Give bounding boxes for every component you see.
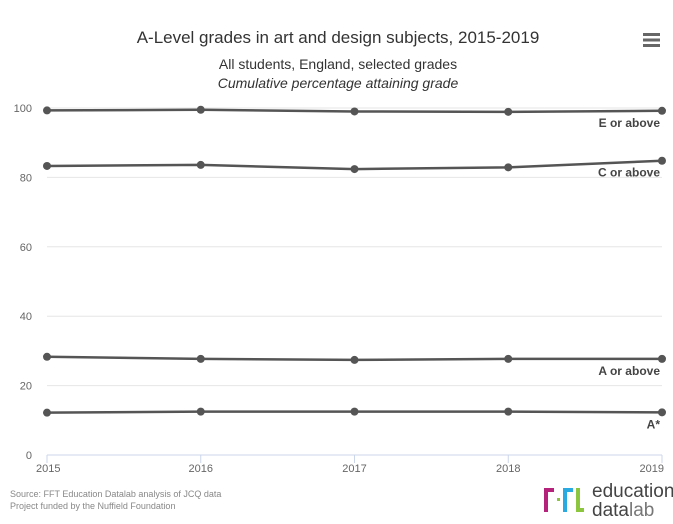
source-note: Source: FFT Education Datalab analysis o… [10, 489, 221, 499]
y-tick-label: 80 [20, 172, 32, 184]
chart-subtitle: All students, England, selected grades [219, 56, 457, 72]
series-label: E or above [599, 116, 661, 130]
hamburger-menu-icon[interactable] [643, 33, 660, 47]
data-point [43, 106, 51, 115]
chart-subtitle-2: Cumulative percentage attaining grade [218, 75, 459, 91]
x-tick-label: 2018 [496, 463, 520, 475]
data-point [504, 354, 513, 363]
series-label: C or above [598, 166, 660, 180]
data-point [196, 354, 205, 363]
svg-text:datalab: datalab [592, 500, 654, 521]
data-point [43, 408, 51, 417]
x-tick-label: 2019 [640, 463, 664, 475]
data-point [658, 354, 666, 363]
data-point [43, 352, 51, 361]
data-point [196, 160, 205, 169]
x-tick-label: 2017 [342, 463, 366, 475]
y-tick-label: 100 [14, 103, 32, 115]
funding-note: Project funded by the Nuffield Foundatio… [10, 501, 175, 511]
data-point [350, 407, 359, 416]
data-point [43, 161, 51, 170]
data-point [196, 407, 205, 416]
series-label: A or above [598, 364, 660, 378]
logo-word-data: data [592, 500, 629, 521]
data-point [658, 156, 666, 165]
data-point [350, 355, 359, 364]
data-point [658, 408, 666, 417]
x-tick-label: 2015 [36, 463, 60, 475]
data-point [196, 105, 205, 114]
datalab-logo: education datalab [544, 481, 673, 521]
data-point [504, 163, 513, 172]
chart-title: A-Level grades in art and design subject… [137, 28, 540, 47]
series-label: A* [647, 417, 661, 431]
x-tick-label: 2016 [189, 463, 213, 475]
logo-word-education: education [592, 481, 673, 502]
y-tick-label: 0 [26, 450, 32, 462]
data-point [504, 407, 513, 416]
logo-word-lab: lab [629, 500, 654, 521]
data-point [658, 106, 666, 115]
y-tick-label: 60 [20, 242, 32, 254]
data-point [350, 107, 359, 116]
data-point [504, 107, 513, 116]
y-tick-label: 20 [20, 381, 32, 393]
y-tick-label: 40 [20, 311, 32, 323]
data-point [350, 165, 359, 174]
